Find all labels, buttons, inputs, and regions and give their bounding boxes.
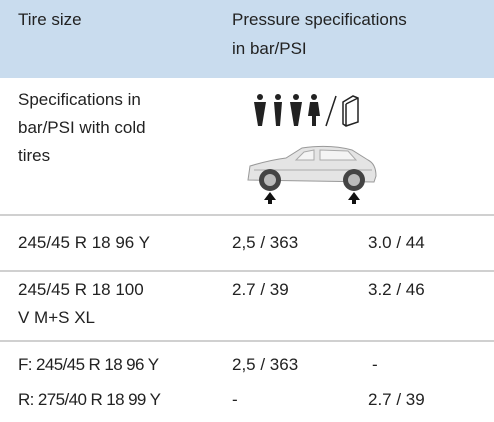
cell-text: Tire size bbox=[18, 10, 82, 29]
cell-text: 245/45 R 18 100 bbox=[18, 280, 144, 299]
cell-text: 245/45 R 18 96 Y bbox=[18, 233, 151, 252]
cell-text: Pressure specifications bbox=[232, 10, 407, 29]
cell-text: Specifications in bbox=[18, 90, 141, 109]
row-divider bbox=[0, 214, 494, 216]
cell-text: 3.2 / 46 bbox=[368, 280, 425, 299]
car-icon bbox=[247, 145, 377, 204]
row-divider bbox=[0, 270, 494, 272]
cell-text: - bbox=[232, 390, 238, 409]
cell-text: F: 245/45 R 18 96 Y bbox=[18, 355, 159, 374]
cell-text: bar/PSI with cold bbox=[18, 118, 146, 137]
cell-text: - bbox=[372, 355, 378, 374]
cell-text: V M+S XL bbox=[18, 308, 96, 327]
cell-text: 2.7 / 39 bbox=[368, 390, 425, 409]
cell-text: R: 275/40 R 18 99 Y bbox=[18, 390, 161, 409]
header-row bbox=[0, 0, 494, 78]
cell-text: 2.7 / 39 bbox=[232, 280, 289, 299]
cell-text: 3.0 / 44 bbox=[368, 233, 425, 252]
row-divider bbox=[0, 340, 494, 342]
cell-text: in bar/PSI bbox=[232, 39, 307, 58]
cell-text: 2,5 / 363 bbox=[232, 233, 299, 252]
load-illustration bbox=[247, 94, 377, 204]
occupants-icon bbox=[254, 94, 320, 126]
separator-slash bbox=[325, 95, 337, 127]
cell-text: tires bbox=[18, 146, 51, 165]
cell-text: 2,5 / 363 bbox=[232, 355, 299, 374]
luggage-icon bbox=[342, 95, 359, 127]
